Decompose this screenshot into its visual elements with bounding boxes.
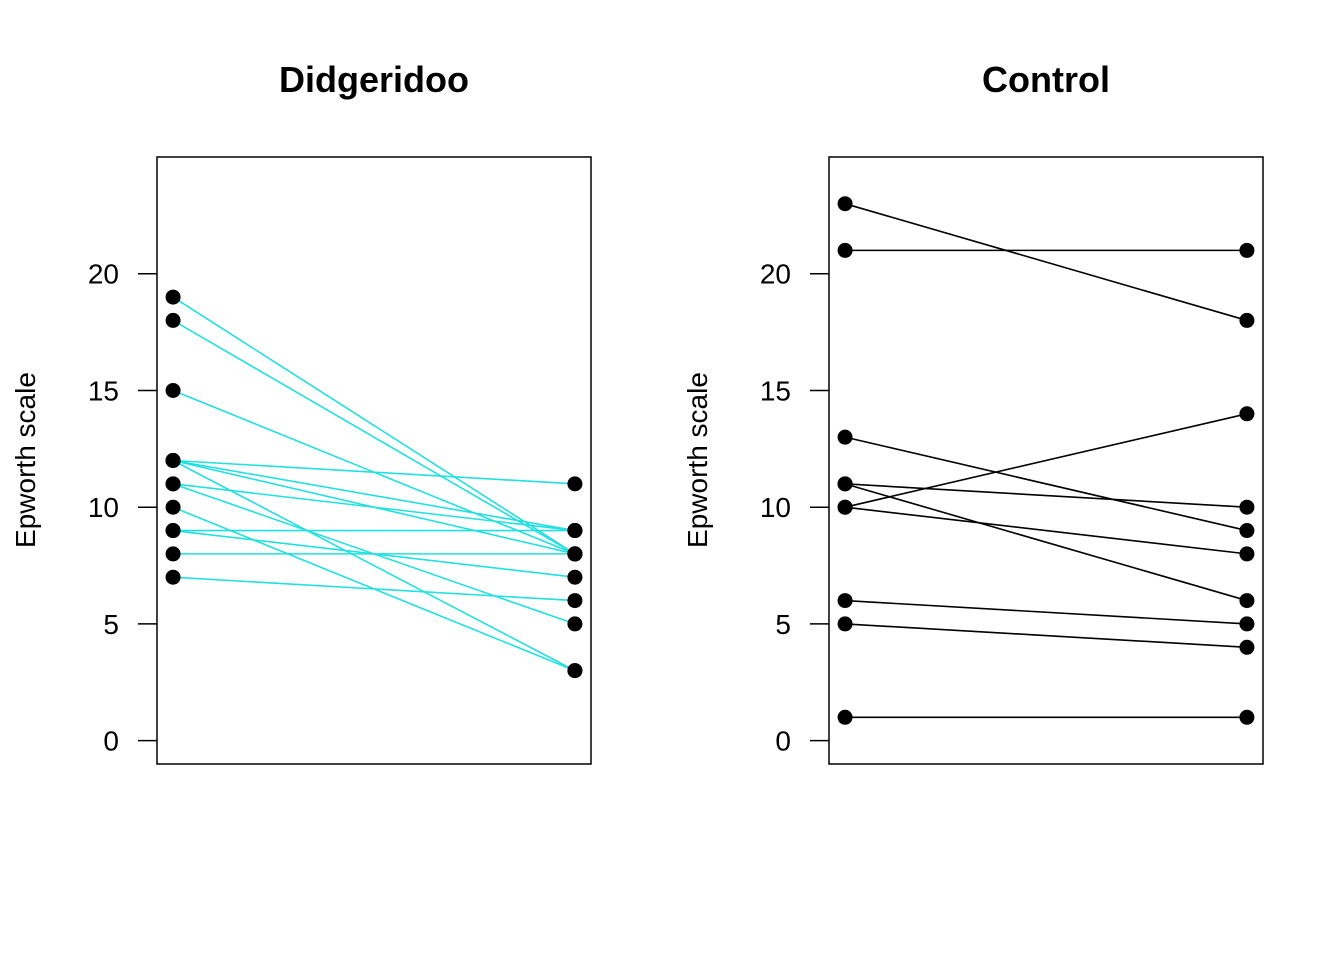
panel-didgeridoo: Didgeridoo Epworth scale 0 5 10 15 20 [10,59,592,765]
data-point [837,709,853,725]
data-point [165,312,181,328]
y-tick-label: 5 [775,609,791,640]
data-point [1239,499,1255,515]
y-tick-label: 20 [88,259,119,290]
data-point [165,569,181,585]
y-tick-label: 10 [760,492,791,523]
data-point [165,476,181,492]
data-point [1239,546,1255,562]
plot-frame [156,156,592,765]
panel-title: Didgeridoo [279,59,469,100]
series-line [172,296,576,555]
series-line [172,483,576,532]
data-point [1239,616,1255,632]
data-point [1239,406,1255,422]
data-point [567,593,583,609]
data-point [165,499,181,515]
series-line [172,459,576,672]
data-point [837,196,853,212]
y-tick-label: 5 [103,609,119,640]
data-point [837,476,853,492]
data-point [1239,312,1255,328]
panel-title: Control [982,59,1110,100]
series-line [844,506,1248,555]
data-point [1239,709,1255,725]
data-point [567,663,583,679]
series-line [173,576,575,602]
y-tick-label: 20 [760,259,791,290]
data-point [567,569,583,585]
series-line [844,202,1248,322]
y-tick-label: 15 [760,375,791,406]
data-point [567,546,583,562]
data-point [567,476,583,492]
y-tick-label: 15 [88,375,119,406]
data-point [837,429,853,445]
series-line [845,599,1247,625]
data-point [165,546,181,562]
series-line [173,459,575,485]
data-point [165,382,181,398]
data-point [567,523,583,539]
data-point [165,523,181,539]
data-point [1239,523,1255,539]
plot-frame [828,156,1264,765]
y-axis-label: Epworth scale [10,372,41,548]
data-point [165,453,181,468]
series-line [172,319,576,555]
data-point [837,242,853,258]
data-point [837,593,853,609]
series-line [844,436,1248,532]
data-point [837,499,853,515]
data-point [567,616,583,632]
data-point [837,616,853,632]
series-line [172,459,576,532]
y-tick-label: 10 [88,492,119,523]
series-line [844,413,1248,508]
y-tick-label: 0 [103,726,119,757]
data-point [1239,639,1255,655]
series-line [845,483,1247,508]
y-axis-label: Epworth scale [682,372,713,548]
series-line [844,483,1248,602]
data-point [1239,242,1255,258]
panel-control: Control Epworth scale 0 5 10 15 20 [682,59,1264,765]
series-line [845,623,1247,649]
data-point [1239,593,1255,609]
data-point [165,289,181,305]
y-tick-label: 0 [775,726,791,757]
